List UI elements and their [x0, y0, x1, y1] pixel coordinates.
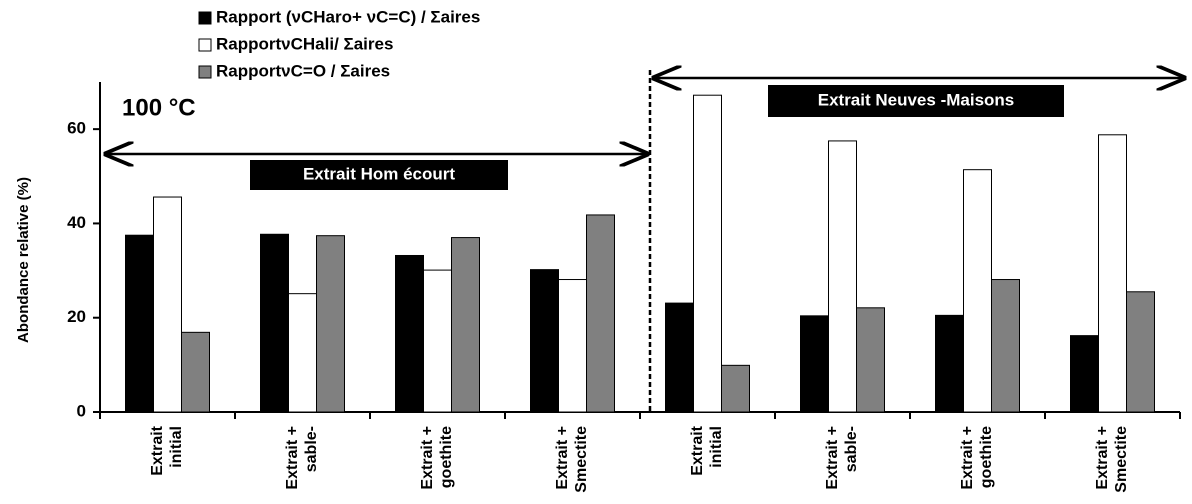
y-tick-label: 40	[67, 213, 86, 232]
bar	[963, 169, 992, 413]
temperature-label: 100 °C	[122, 94, 196, 121]
bar	[423, 269, 452, 413]
bar	[935, 314, 964, 413]
x-tick-label: goethite	[978, 426, 995, 488]
x-tick-label: initial	[168, 426, 185, 468]
x-tick-label: Extrait +	[824, 426, 841, 490]
x-tick-label: Smectite	[573, 426, 590, 493]
bar	[1098, 134, 1127, 413]
x-tick-label: Smectite	[1113, 426, 1130, 493]
x-tick-label: Extrait	[689, 425, 706, 475]
bar	[1070, 335, 1099, 413]
legend-label: RapportνCHali/ Σaires	[216, 34, 393, 53]
x-tick-label: sable-	[303, 426, 320, 472]
x-tick-label: goethite	[438, 426, 455, 488]
bar	[558, 279, 587, 413]
bar	[721, 364, 750, 413]
bar	[395, 254, 424, 413]
x-tick-label: Extrait +	[959, 426, 976, 490]
legend-swatch	[198, 38, 212, 52]
bar	[288, 293, 317, 413]
x-tick-label: initial	[708, 426, 725, 468]
x-tick-label: Extrait +	[1094, 426, 1111, 490]
bar	[260, 233, 289, 413]
label-box	[250, 160, 508, 190]
y-axis-label: Abondance relative (%)	[15, 177, 32, 343]
y-tick-label: 60	[67, 119, 86, 138]
bar	[125, 234, 154, 413]
bar	[586, 214, 615, 413]
bar	[451, 237, 480, 413]
x-tick-label: Extrait	[149, 425, 166, 475]
bar	[530, 269, 559, 413]
bar	[316, 235, 345, 413]
x-tick-label: sable-	[843, 426, 860, 472]
y-tick-label: 0	[77, 401, 86, 420]
legend-swatch	[198, 65, 212, 79]
bar	[828, 140, 857, 413]
group-label: Extrait Neuves -Maisons	[818, 90, 1015, 109]
bar	[153, 196, 182, 413]
bar	[665, 302, 694, 413]
legend-label: Rapport (νCHaro+ νC=C) / Σaires	[216, 7, 480, 26]
bar	[1126, 291, 1155, 413]
x-tick-label: Extrait +	[554, 426, 571, 490]
y-tick-label: 20	[67, 307, 86, 326]
bar	[856, 307, 885, 413]
x-tick-label: Extrait +	[284, 426, 301, 490]
legend-swatch	[198, 11, 212, 25]
bar	[991, 279, 1020, 413]
legend-label: RapportνC=O / Σaires	[216, 61, 390, 80]
bar	[800, 315, 829, 413]
x-tick-label: Extrait +	[419, 426, 436, 490]
bar	[693, 94, 722, 413]
group-label: Extrait Hom écourt	[303, 164, 455, 183]
label-box	[768, 85, 1064, 117]
bar	[181, 331, 210, 413]
